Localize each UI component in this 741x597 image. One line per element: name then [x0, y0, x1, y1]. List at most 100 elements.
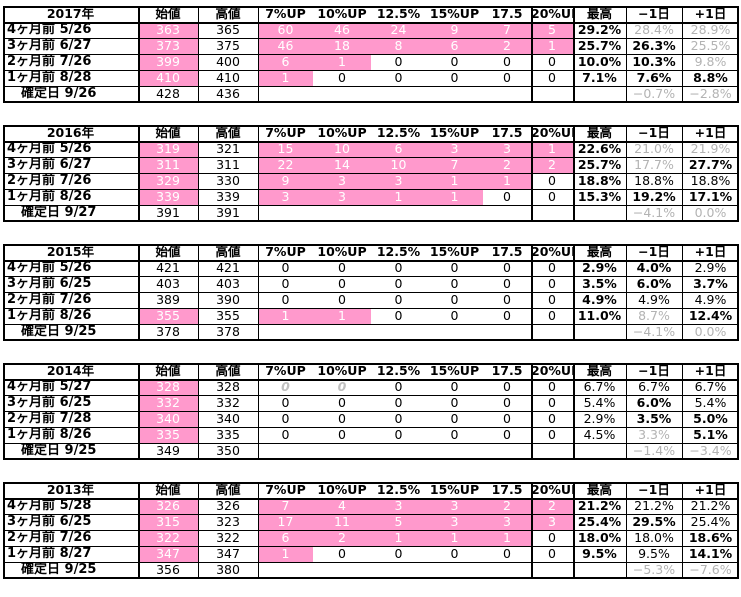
confirm-open-cell[interactable]: 391 — [156, 205, 180, 220]
column-header[interactable]: 12.5% — [376, 363, 421, 378]
column-header[interactable]: 7%UP — [265, 6, 306, 21]
table-cell[interactable]: 390 — [216, 292, 240, 307]
table-cell[interactable]: 0 — [450, 546, 459, 561]
table-cell[interactable]: 10 — [313, 141, 371, 157]
table-cell[interactable]: 0 — [450, 379, 459, 394]
table-cell[interactable]: 347 — [216, 546, 240, 561]
table-cell[interactable]: 5.1% — [693, 427, 728, 442]
table-cell[interactable]: 326 — [216, 498, 240, 513]
confirm-m1-cell[interactable]: −1.4% — [632, 443, 676, 458]
table-cell[interactable]: 46 — [258, 38, 313, 54]
confirm-label[interactable]: 確定日 9/27 — [21, 205, 97, 220]
table-cell[interactable]: 7.6% — [636, 70, 672, 85]
table-cell[interactable]: 3.5% — [636, 411, 672, 426]
table-cell[interactable]: 3 — [426, 141, 483, 157]
confirm-high-cell[interactable]: 378 — [216, 324, 240, 339]
table-cell[interactable]: 0 — [450, 308, 459, 323]
table-cell[interactable]: 0 — [338, 70, 346, 85]
table-cell[interactable]: 6 — [258, 54, 313, 70]
table-cell[interactable]: 0 — [503, 260, 511, 275]
table-cell[interactable]: 403 — [156, 276, 180, 291]
confirm-label[interactable]: 確定日 9/25 — [21, 443, 97, 458]
table-cell[interactable]: 0 — [548, 395, 556, 410]
row-label[interactable]: 2ヶ月前 7/26 — [7, 54, 92, 69]
column-header[interactable]: 高値 — [215, 363, 241, 378]
table-cell[interactable]: 3 — [313, 173, 371, 189]
column-header[interactable]: +1日 — [694, 6, 727, 21]
row-label[interactable]: 4ヶ月前 5/28 — [7, 498, 92, 513]
table-cell[interactable]: 1 — [426, 530, 483, 546]
table-cell[interactable]: 0 — [338, 260, 346, 275]
table-cell[interactable]: 6.7% — [694, 379, 727, 394]
column-header[interactable]: 20%UP — [531, 244, 573, 259]
table-cell[interactable]: 11 — [313, 514, 371, 530]
column-header[interactable]: 始値 — [155, 363, 181, 378]
column-header[interactable]: 7%UP — [265, 125, 306, 140]
table-cell[interactable]: 3 — [371, 173, 426, 189]
table-cell[interactable]: 28.4% — [634, 22, 674, 37]
confirm-p1-cell[interactable]: −7.6% — [689, 562, 732, 577]
table-cell[interactable]: 6 — [426, 38, 483, 54]
table-cell[interactable]: 328 — [138, 379, 198, 395]
table-cell[interactable]: 0 — [548, 189, 556, 204]
row-label[interactable]: 3ヶ月前 6/25 — [7, 395, 92, 410]
table-cell[interactable]: 10.3% — [632, 54, 676, 69]
table-cell[interactable]: 2 — [531, 157, 573, 173]
column-header[interactable]: 10%UP — [317, 125, 367, 140]
table-cell[interactable]: 0 — [450, 276, 459, 291]
table-cell[interactable]: 0 — [503, 70, 511, 85]
column-header[interactable]: 10%UP — [317, 363, 367, 378]
table-cell[interactable]: 15 — [258, 141, 313, 157]
column-header[interactable]: 10%UP — [317, 482, 367, 497]
table-cell[interactable]: 6.0% — [636, 395, 672, 410]
table-cell[interactable]: 322 — [138, 530, 198, 546]
confirm-high-cell[interactable]: 380 — [216, 562, 240, 577]
table-cell[interactable]: 21.2% — [577, 498, 622, 513]
table-cell[interactable]: 0 — [394, 395, 403, 410]
table-cell[interactable]: 3 — [483, 141, 531, 157]
table-cell[interactable]: 2 — [531, 498, 573, 514]
row-label[interactable]: 1ヶ月前 8/26 — [7, 427, 92, 442]
table-cell[interactable]: 18.8% — [577, 173, 622, 188]
table-cell[interactable]: 21.9% — [690, 141, 731, 156]
table-cell[interactable]: 0 — [548, 70, 556, 85]
confirm-open-cell[interactable]: 428 — [156, 86, 180, 101]
table-cell[interactable]: 5.4% — [583, 395, 616, 410]
table-cell[interactable]: 7 — [426, 157, 483, 173]
table-cell[interactable]: 0 — [338, 546, 346, 561]
column-header[interactable]: 15%UP — [429, 363, 480, 378]
table-cell[interactable]: 363 — [138, 22, 198, 38]
table-cell[interactable]: 0 — [394, 260, 403, 275]
column-header[interactable]: 始値 — [155, 482, 181, 497]
table-cell[interactable]: 9 — [258, 173, 313, 189]
table-cell[interactable]: 18.8% — [634, 173, 674, 188]
table-cell[interactable]: 22.6% — [577, 141, 622, 156]
table-cell[interactable]: 25.4% — [577, 514, 622, 529]
table-cell[interactable]: 8 — [371, 38, 426, 54]
year-label[interactable]: 2013年 — [46, 482, 95, 497]
column-header[interactable]: 17.5 — [491, 125, 523, 140]
table-cell[interactable]: 0 — [503, 546, 511, 561]
confirm-label[interactable]: 確定日 9/25 — [21, 324, 97, 339]
column-header[interactable]: 10%UP — [317, 6, 367, 21]
table-cell[interactable]: 328 — [216, 379, 240, 394]
row-label[interactable]: 1ヶ月前 8/28 — [7, 70, 92, 85]
table-cell[interactable]: 355 — [138, 308, 198, 324]
row-label[interactable]: 4ヶ月前 5/26 — [7, 260, 92, 275]
table-cell[interactable]: 0 — [450, 292, 459, 307]
table-cell[interactable]: 0 — [281, 292, 290, 307]
table-cell[interactable]: 0 — [450, 427, 459, 442]
column-header[interactable]: −1日 — [638, 6, 670, 21]
table-cell[interactable]: 0 — [503, 427, 511, 442]
column-header[interactable]: 最高 — [586, 125, 612, 140]
table-cell[interactable]: 26.3% — [632, 38, 676, 53]
table-cell[interactable]: 0 — [281, 276, 290, 291]
table-cell[interactable]: 3 — [426, 514, 483, 530]
row-label[interactable]: 3ヶ月前 6/27 — [7, 157, 92, 172]
table-cell[interactable]: 1 — [258, 308, 313, 324]
table-cell[interactable]: 0 — [548, 308, 556, 323]
confirm-p1-cell[interactable]: 0.0% — [694, 205, 727, 220]
row-label[interactable]: 3ヶ月前 6/25 — [7, 276, 92, 291]
table-cell[interactable]: 0 — [338, 427, 346, 442]
table-cell[interactable]: 332 — [138, 395, 198, 411]
